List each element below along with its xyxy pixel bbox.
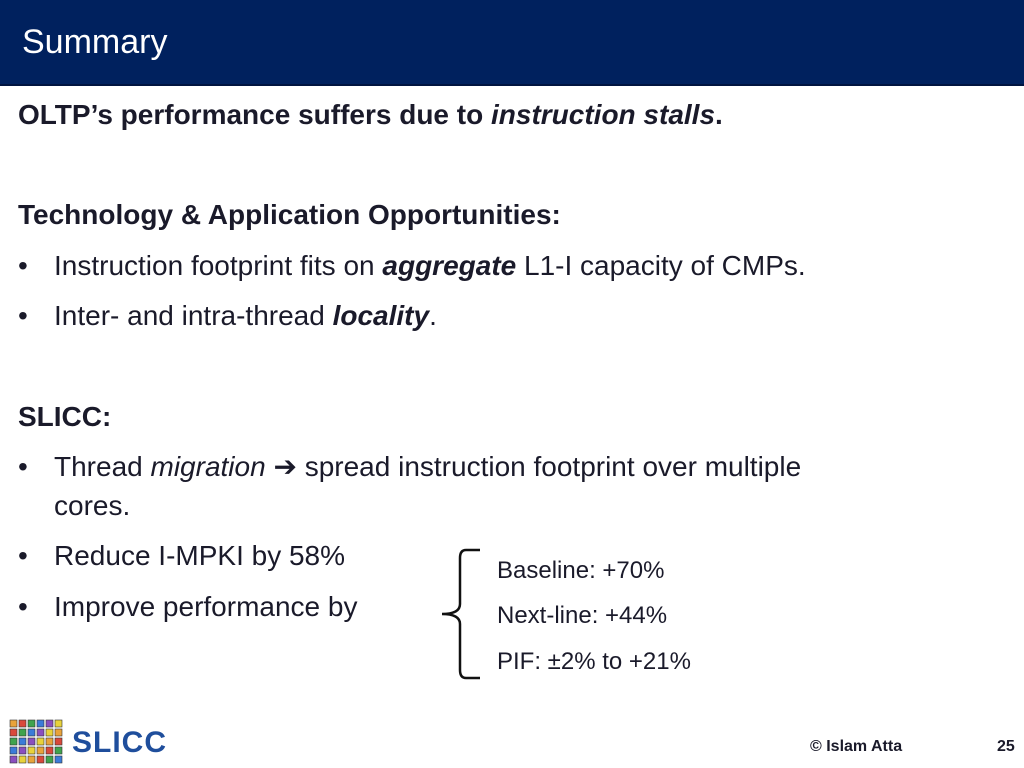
result-pif: PIF: ±2% to +21% [497,648,691,675]
result-next-line: Next-line: +44% [497,602,668,629]
page-number: 25 [997,738,1015,755]
bullet-dot-icon: • [18,300,28,331]
arrow-icon: ➔ [265,451,305,482]
title-bar: Summary [0,0,1024,86]
intro-emphasis: instruction stalls [490,99,716,130]
bullet-text-continued: cores. [54,490,131,521]
bullet-dot-icon: • [18,451,28,482]
bullet-text: Reduce I-MPKI by 58% [54,540,346,571]
bullet-dot-icon: • [18,540,28,571]
text: Thread [54,451,151,482]
slicc-heading: SLICC: [18,401,112,432]
bullet-text: Thread migration ➔ spread instruction fo… [54,448,801,486]
text: L1-I capacity of CMPs. [516,250,806,281]
text: Inter- and intra-thread [54,300,333,331]
bullet-text: Inter- and intra-thread locality. [54,297,437,335]
emphasis: aggregate [382,250,517,281]
bullet-text: Instruction footprint fits on aggregate … [54,247,806,285]
intro-text: OLTP’s performance suffers due to [18,99,491,130]
bullet-dot-icon: • [18,591,28,622]
tech-heading: Technology & Application Opportunities: [18,199,561,230]
slicc-grid-logo-icon [9,719,63,764]
text: Instruction footprint fits on [54,250,383,281]
text: . [429,300,437,331]
slide-title: Summary [22,23,168,61]
text: spread instruction footprint over multip… [304,451,802,482]
bullet-dot-icon: • [18,250,28,281]
result-baseline: Baseline: +70% [497,557,665,584]
emphasis: migration [150,451,266,482]
curly-brace-icon [441,548,480,680]
intro-end: . [715,99,723,130]
logo-text: SLICC [72,726,167,759]
bullet-text: Improve performance by [54,591,358,622]
copyright: © Islam Atta [810,738,903,755]
intro-line: OLTP’s performance suffers due to instru… [18,98,723,132]
emphasis: locality [332,300,430,331]
